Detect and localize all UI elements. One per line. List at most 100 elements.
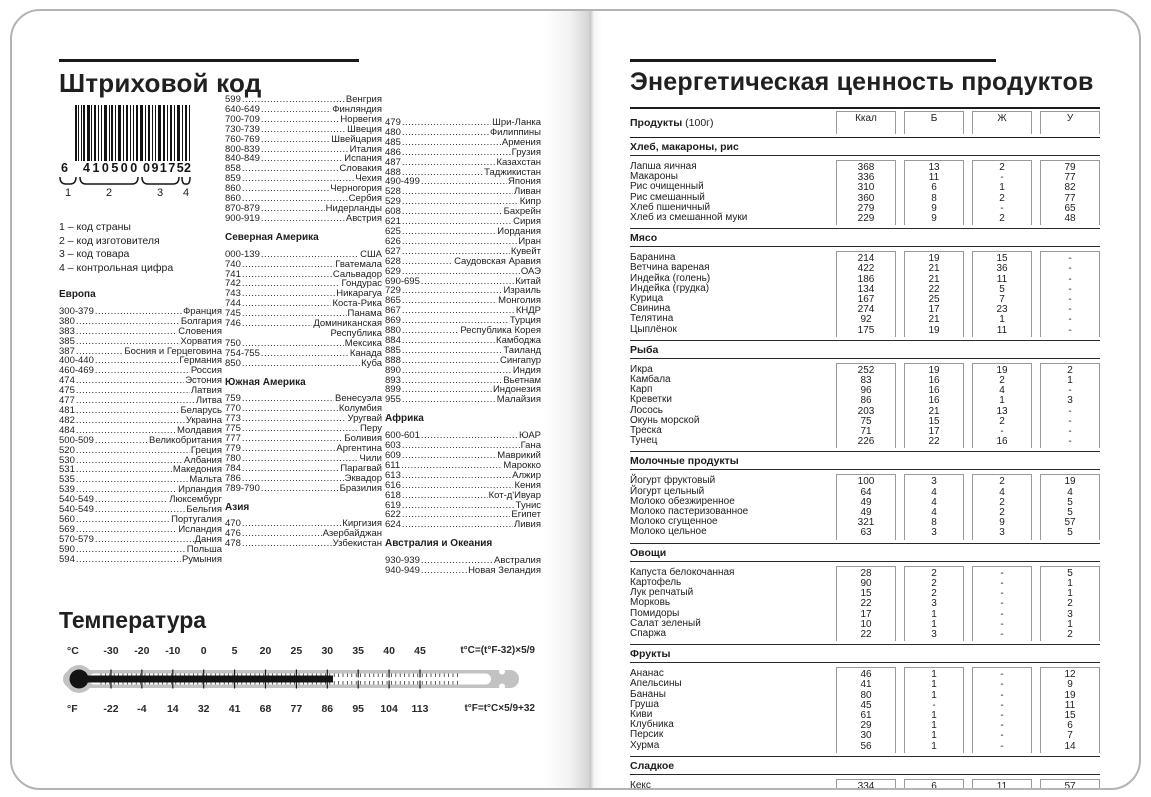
country-code-item: 740 Гватемала bbox=[225, 259, 382, 270]
value-cell: 5 bbox=[1067, 496, 1073, 508]
country-code-item: 955 Малайзия bbox=[385, 395, 541, 405]
country-code: 779 bbox=[225, 443, 241, 454]
celsius-tick: 40 bbox=[383, 645, 395, 657]
country-name: Таджикистан bbox=[484, 166, 541, 178]
country-code: 490-499 bbox=[385, 176, 420, 188]
fat-cell-column: 1113814- bbox=[972, 778, 1032, 788]
country-code-item: 784 Парагвай bbox=[225, 463, 382, 474]
country-name: Доминиканская bbox=[313, 318, 382, 330]
dot-leader bbox=[421, 177, 507, 187]
dot-leader bbox=[261, 349, 349, 359]
value-cell: 310 bbox=[857, 182, 875, 194]
value-cell: 4 bbox=[999, 385, 1005, 397]
country-code-item: 380 Болгария bbox=[59, 315, 222, 327]
country-name: Мальта bbox=[189, 474, 222, 486]
country-code-item: 890 Индия bbox=[385, 365, 541, 376]
country-name: Египет bbox=[511, 509, 541, 521]
country-code: 474 bbox=[59, 375, 75, 387]
value-cell: 6 bbox=[1067, 720, 1073, 732]
value-cell: 57 bbox=[1064, 780, 1076, 790]
country-name: Австралия bbox=[494, 555, 541, 567]
country-name: Босния и Герцеговина bbox=[124, 345, 222, 357]
celsius-unit-label: °C bbox=[67, 645, 79, 657]
country-name: Бахрейн bbox=[503, 206, 541, 218]
value-cell: 9 bbox=[1067, 679, 1073, 691]
dot-leader bbox=[402, 306, 515, 316]
value-cell: 17 bbox=[928, 426, 940, 438]
country-name: Кот-д'Ивуар bbox=[488, 489, 541, 501]
section-title: Овощи bbox=[630, 544, 1100, 562]
dot-leader bbox=[242, 279, 341, 289]
products-unit: (100г) bbox=[682, 116, 714, 129]
value-cell: 71 bbox=[860, 426, 872, 438]
country-name: Китай bbox=[515, 275, 541, 287]
value-cell: 3 bbox=[931, 628, 937, 640]
country-code-item: 570-579 Дания bbox=[59, 533, 222, 545]
barcode-digit-group-2: 410500 bbox=[83, 161, 140, 175]
section-body: Йогурт фруктовый Йогурт цельный Молоко обе… bbox=[630, 470, 1100, 544]
country-code-item: 930-939 Австралия bbox=[385, 556, 541, 566]
value-cell: 15 bbox=[928, 415, 940, 427]
value-cell: 8 bbox=[931, 517, 937, 529]
country-code-item: 385 Хорватия bbox=[59, 336, 222, 347]
product-name: Клубника bbox=[630, 719, 674, 731]
value-cell: 2 bbox=[999, 375, 1005, 387]
product-name: Баранина bbox=[630, 252, 676, 264]
country-name: Эквадор bbox=[344, 472, 382, 484]
country-name: Иран bbox=[518, 235, 541, 247]
country-code: 481 bbox=[59, 404, 75, 416]
barcode-legend-line: 2 – код изготовителя bbox=[59, 234, 160, 247]
value-cell: 16 bbox=[928, 375, 940, 387]
kcal-cell-column: 334294564240392 bbox=[836, 778, 896, 788]
product-name-column: Баранина Ветчина вареная Индейка (голень) И… bbox=[630, 251, 828, 337]
country-name: Болгария bbox=[180, 315, 222, 327]
country-name: Словакия bbox=[339, 163, 382, 175]
country-name: Канада bbox=[349, 347, 382, 359]
country-name: Румыния bbox=[181, 553, 222, 565]
country-code: 570-579 bbox=[59, 533, 94, 545]
country-name: Германия bbox=[179, 355, 222, 367]
value-cell: 274 bbox=[857, 304, 875, 316]
dot-leader bbox=[76, 317, 180, 327]
carbs-cell-column: 79 77 82 77 65 48 bbox=[1040, 160, 1100, 226]
country-code: 484 bbox=[59, 424, 75, 436]
country-code-item: 899 Индонезия bbox=[385, 385, 541, 395]
value-cell: 22 bbox=[928, 283, 940, 295]
country-code: 860 bbox=[225, 193, 241, 205]
value-cell: 80 bbox=[860, 689, 872, 701]
country-code: 741 bbox=[225, 268, 241, 280]
fahrenheit-tick: -4 bbox=[137, 703, 147, 715]
dot-leader bbox=[402, 138, 501, 148]
country-code-item: 779 Аргентина bbox=[225, 444, 382, 454]
country-name: Италия bbox=[349, 143, 382, 155]
dot-leader bbox=[76, 406, 180, 416]
nutrition-table: Продукты (100г) Ккал Б Ж У Хлеб, макарон… bbox=[630, 107, 1100, 790]
value-cell: - bbox=[1000, 699, 1004, 711]
country-code: 380 bbox=[59, 315, 75, 327]
country-name: Киргизия bbox=[342, 518, 382, 530]
value-cell: 1 bbox=[931, 709, 937, 721]
region-header: Северная Америка bbox=[225, 231, 319, 243]
country-code: 475 bbox=[59, 385, 75, 397]
country-code-item: 478 Узбекистан bbox=[225, 539, 382, 549]
country-code: 530 bbox=[59, 454, 75, 466]
fahrenheit-tick: -22 bbox=[103, 703, 119, 715]
country-code: 800-839 bbox=[225, 143, 260, 155]
barcode-legend-line: 4 – контрольная цифра bbox=[59, 261, 174, 274]
country-name: Франция bbox=[183, 305, 222, 317]
country-code-item: 759 Венесуэла bbox=[225, 394, 382, 404]
country-code-item: 745 Панама bbox=[225, 309, 382, 319]
country-code-item: 860 Черногория bbox=[225, 184, 382, 194]
country-name: Исландия bbox=[178, 523, 222, 535]
country-code: 529 bbox=[385, 196, 401, 208]
country-code: 476 bbox=[225, 528, 241, 540]
product-name: Ветчина вареная bbox=[630, 262, 710, 274]
value-cell: 360 bbox=[857, 192, 875, 204]
product-name: Рис смешанный bbox=[630, 191, 705, 203]
dot-leader bbox=[261, 105, 331, 115]
barcode-digits: 6 410500 09175 2 bbox=[59, 161, 195, 175]
value-cell: 279 bbox=[857, 202, 875, 214]
product-name: Лосось bbox=[630, 404, 664, 416]
value-cell: 11 bbox=[996, 324, 1008, 336]
country-code-item: 594 Румыния bbox=[59, 553, 222, 565]
